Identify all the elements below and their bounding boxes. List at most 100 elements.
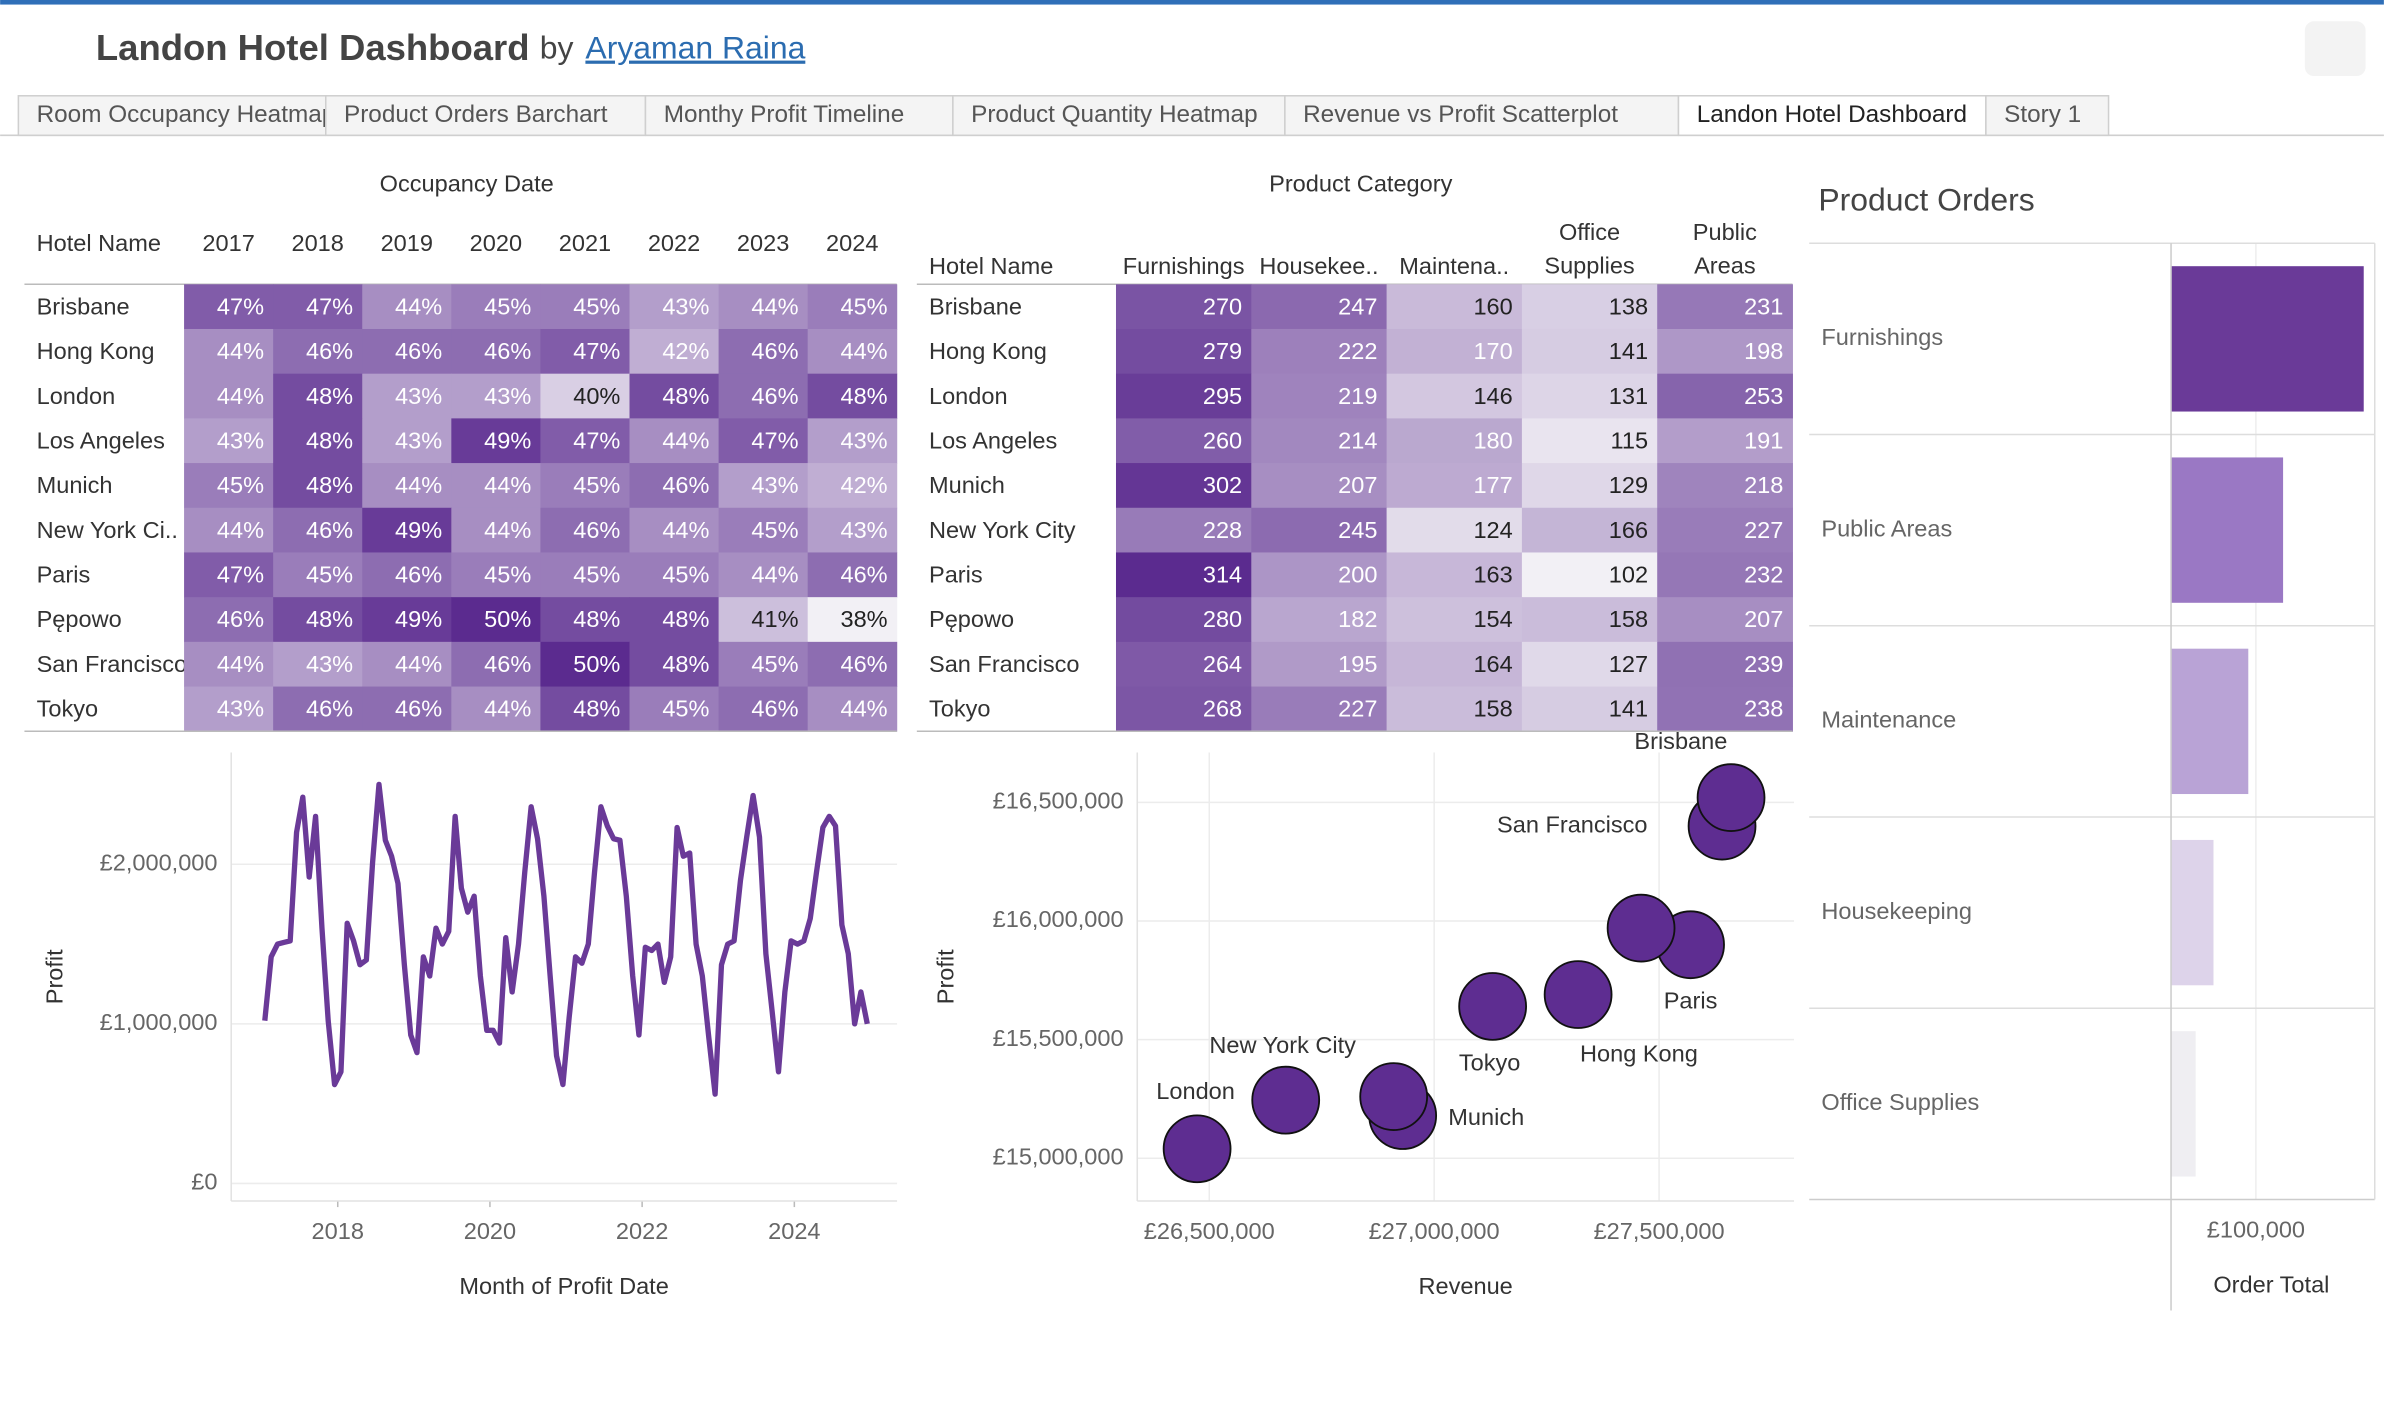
x-axis-title: Revenue	[1419, 1273, 1513, 1299]
heatmap-cell	[1657, 328, 1793, 375]
cell-label: 44%	[217, 651, 264, 677]
by-text: by	[540, 30, 574, 66]
point-label: Tokyo	[1459, 1049, 1521, 1075]
heatmap-cell	[1521, 284, 1658, 330]
heatmap-cell	[629, 552, 720, 598]
cell-label: 227	[1744, 517, 1783, 543]
heatmap-cell	[184, 418, 274, 464]
heatmap-cell	[1657, 507, 1793, 553]
author-link[interactable]: Aryaman Raina	[585, 30, 805, 66]
heatmap-cell	[1251, 552, 1388, 598]
scatter-point	[1606, 893, 1676, 963]
scatter-point	[1162, 1114, 1232, 1184]
tab[interactable]	[1677, 95, 1987, 137]
row-label: San Francisco	[37, 651, 188, 677]
heatmap-cell	[1521, 418, 1658, 464]
row-label: New York City	[929, 517, 1076, 543]
heatmap-cell	[1251, 328, 1388, 375]
tab-label[interactable]: Revenue vs Profit Scatterplot	[1303, 101, 1618, 128]
x-axis-title: Order Total	[2213, 1271, 2329, 1297]
cell-label: 180	[1473, 427, 1512, 453]
cell-label: 191	[1744, 427, 1783, 453]
x-tick-label: 2024	[768, 1218, 820, 1244]
cell-label: 129	[1609, 472, 1648, 498]
tab-label[interactable]: Story 1	[2004, 101, 2081, 128]
bar	[2171, 457, 2284, 603]
heatmap-cell	[451, 552, 541, 598]
heatmap-cell	[1386, 373, 1523, 419]
heatmap-cell	[718, 507, 809, 553]
row-header: Hotel Name	[929, 253, 1053, 279]
tab-label[interactable]: Landon Hotel Dashboard	[1697, 101, 1967, 128]
heatmap-cell	[1521, 641, 1658, 688]
heatmap-cell	[451, 686, 541, 732]
heatmap-cell	[1115, 418, 1252, 464]
heatmap-cell	[1115, 284, 1252, 330]
point-label: San Francisco	[1497, 811, 1648, 837]
heatmap-cell	[629, 284, 720, 330]
heatmap-cell	[540, 373, 630, 419]
scatter-point	[1458, 972, 1527, 1041]
scatter-point	[1359, 1062, 1429, 1131]
heatmap-cell	[1521, 328, 1658, 375]
cell-label: 49%	[484, 427, 531, 453]
cell-label: 44%	[395, 651, 442, 677]
heatmap-cell	[629, 641, 720, 688]
toolbar-icon[interactable]	[2304, 21, 2366, 77]
heatmap-cell	[362, 641, 452, 688]
heatmap-cell	[1657, 463, 1793, 509]
tab-label[interactable]: Product Quantity Heatmap	[971, 101, 1258, 128]
cell-label: 46%	[751, 338, 798, 364]
heatmap-cell	[1521, 552, 1658, 598]
heatmap-cell	[184, 641, 274, 688]
cell-label: 44%	[484, 696, 531, 722]
heatmap-cell	[807, 686, 898, 732]
heatmap-cell	[362, 373, 452, 419]
cell-label: 264	[1203, 651, 1242, 677]
column-header: Furnishings	[1123, 253, 1245, 279]
heatmap-cell	[807, 284, 898, 330]
tab-label[interactable]: Monthy Profit Timeline	[664, 101, 905, 128]
cell-label: 45%	[484, 562, 531, 588]
heatmap-cell	[1115, 552, 1252, 598]
tab[interactable]	[644, 95, 954, 137]
tab[interactable]	[17, 95, 327, 137]
heatmap-cell	[629, 686, 720, 732]
heatmap-cell	[273, 373, 363, 419]
tab[interactable]	[324, 95, 647, 137]
heatmap-cell	[629, 463, 720, 509]
cell-label: 43%	[217, 427, 264, 453]
tab-label[interactable]: Room Occupancy Heatmap	[37, 101, 336, 128]
cell-label: 158	[1609, 606, 1648, 632]
tab-label[interactable]: Product Orders Barchart	[344, 101, 608, 128]
heatmap-cell	[807, 641, 898, 688]
cell-label: 295	[1203, 383, 1242, 409]
heatmap-cell	[1251, 284, 1388, 330]
cell-label: 48%	[662, 651, 709, 677]
cell-label: 102	[1609, 562, 1648, 588]
scatter-point	[1696, 763, 1766, 832]
heatmap-cell	[451, 507, 541, 553]
cell-label: 46%	[395, 562, 442, 588]
cell-label: 46%	[395, 338, 442, 364]
heatmap-cell	[1115, 328, 1252, 375]
cell-label: 45%	[751, 651, 798, 677]
heatmap-cell	[629, 418, 720, 464]
cell-label: 245	[1338, 517, 1377, 543]
tab[interactable]	[952, 95, 1286, 137]
heatmap-cell	[1386, 463, 1523, 509]
column-header: Maintena..	[1399, 253, 1509, 279]
cell-label: 43%	[395, 383, 442, 409]
heatmap-cell	[718, 373, 809, 419]
cell-label: 48%	[306, 472, 353, 498]
cell-label: 44%	[484, 517, 531, 543]
x-tick-label: 2018	[312, 1218, 364, 1244]
bar	[2171, 839, 2214, 986]
cell-label: 47%	[217, 293, 264, 319]
cell-label: 45%	[662, 696, 709, 722]
x-axis-title: Month of Profit Date	[459, 1273, 668, 1299]
heatmap-cell	[629, 507, 720, 553]
heatmap-cell	[451, 284, 541, 330]
heatmap-cell	[718, 463, 809, 509]
tab[interactable]	[1985, 95, 2110, 137]
